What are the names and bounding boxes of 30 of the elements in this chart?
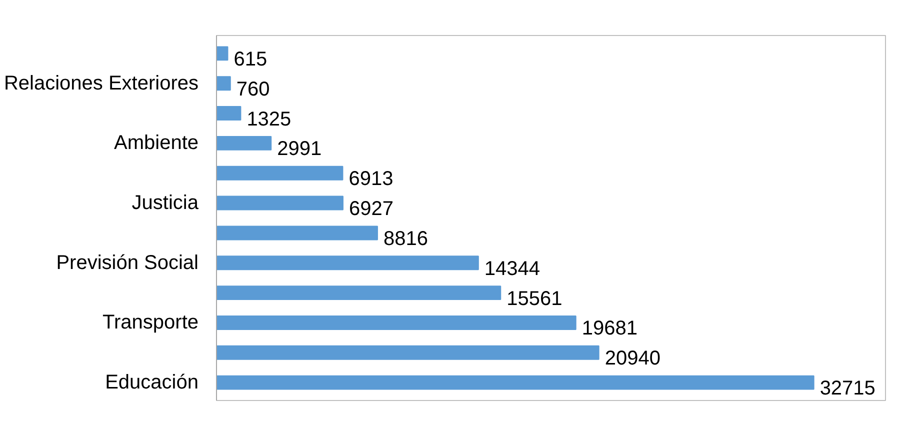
bar	[216, 256, 479, 270]
data-label: 6927	[348, 198, 394, 220]
bar	[216, 166, 344, 180]
bar	[216, 76, 231, 91]
y-tick-label: Justicia	[132, 192, 200, 214]
data-label: 15561	[506, 288, 562, 310]
bar	[216, 315, 576, 330]
bar	[216, 226, 378, 240]
data-label: 6913	[348, 168, 394, 190]
bar	[216, 345, 600, 360]
y-tick-label: Transporte	[102, 312, 198, 334]
y-tick-label: Ambiente	[114, 132, 199, 154]
bar	[216, 46, 228, 61]
data-label: 19681	[582, 318, 638, 340]
data-label: 8816	[383, 228, 428, 250]
data-label: 2991	[277, 138, 322, 160]
data-label: 1325	[246, 108, 292, 130]
y-tick-label: Previsión Social	[56, 252, 199, 274]
data-label: 615	[234, 48, 268, 70]
y-tick-label: Relaciones Exteriores	[4, 72, 198, 94]
bar	[216, 375, 814, 390]
data-label: 32715	[820, 378, 876, 400]
bar	[216, 286, 502, 300]
data-label: 760	[236, 78, 270, 100]
bar	[216, 106, 242, 121]
y-tick-label: Educación	[105, 372, 199, 394]
bar	[216, 196, 344, 210]
data-label: 20940	[604, 348, 660, 370]
bar	[216, 136, 272, 150]
data-label: 14344	[484, 258, 540, 280]
